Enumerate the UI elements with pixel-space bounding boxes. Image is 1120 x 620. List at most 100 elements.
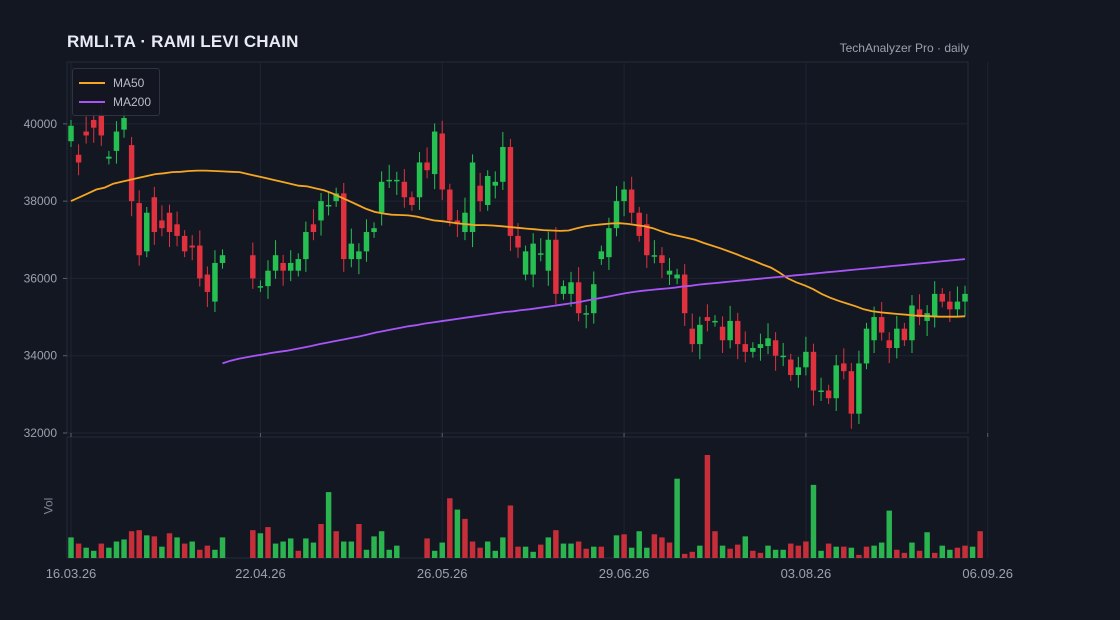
- candle-body: [575, 282, 582, 314]
- ma50-swatch: [79, 81, 105, 84]
- volume-bar: [719, 545, 726, 558]
- volume-bar: [144, 535, 150, 558]
- candle-body: [212, 262, 218, 302]
- candle-body: [871, 317, 877, 341]
- candle-body: [689, 328, 695, 345]
- volume-bar: [772, 549, 779, 558]
- candle-body: [310, 224, 317, 233]
- candle-body: [507, 147, 514, 236]
- volume-bar: [439, 542, 445, 558]
- volume-bar: [757, 552, 764, 558]
- candle-body: [98, 114, 105, 136]
- x-tick-label: 26.05.26: [417, 566, 468, 581]
- volume-bar: [68, 537, 74, 558]
- candle-body: [780, 355, 786, 358]
- candle-body: [810, 351, 817, 391]
- candle-body: [454, 220, 461, 225]
- candle-body: [500, 147, 506, 182]
- candle-body: [909, 305, 915, 341]
- candle-body: [712, 320, 718, 323]
- volume-bar: [621, 534, 627, 558]
- candle-body: [447, 189, 453, 221]
- candle-body: [75, 154, 82, 163]
- volume-bar: [969, 546, 976, 558]
- volume-bar: [704, 455, 711, 558]
- legend-item-ma50: MA50: [79, 73, 151, 92]
- candle-body: [674, 274, 680, 279]
- volume-bar: [128, 531, 135, 558]
- volume-bar: [803, 541, 809, 558]
- volume-bar: [636, 531, 642, 558]
- candle-body: [697, 324, 703, 345]
- candle-body: [621, 189, 627, 202]
- volume-bar: [181, 543, 188, 558]
- candle-body: [939, 293, 945, 302]
- volume-bar: [734, 544, 741, 558]
- chart-title: RMLI.TA · RAMI LEVI CHAIN: [67, 32, 299, 51]
- candle-body: [378, 181, 385, 213]
- volume-bar: [712, 531, 718, 558]
- volume-bar: [659, 537, 665, 558]
- volume-bar: [765, 545, 771, 558]
- candle-body: [386, 179, 392, 182]
- candle-body: [795, 367, 802, 376]
- candle-body: [894, 328, 900, 348]
- x-tick-label: 29.06.26: [599, 566, 650, 581]
- volume-bar: [500, 537, 506, 558]
- volume-bar: [697, 545, 703, 558]
- candle-body: [962, 293, 968, 302]
- candle-body: [197, 245, 203, 279]
- volume-bar: [91, 550, 97, 558]
- volume-bar: [522, 546, 529, 558]
- volume-bar: [666, 542, 673, 558]
- volume-bar: [83, 547, 89, 558]
- candle-body: [401, 181, 408, 198]
- candle-body: [280, 262, 286, 271]
- volume-bar: [356, 524, 362, 558]
- volume-bar: [197, 549, 203, 558]
- candle-body: [651, 255, 658, 257]
- volume-bar: [484, 541, 491, 558]
- candle-body: [272, 255, 279, 271]
- candle-body: [538, 253, 544, 255]
- candle-body: [704, 317, 711, 321]
- volume-bar: [916, 550, 923, 558]
- candle-body: [287, 262, 294, 271]
- candle-body: [750, 347, 756, 352]
- volume-bar: [394, 545, 400, 558]
- volume-bar: [265, 527, 271, 558]
- candle-body: [424, 162, 430, 171]
- volume-bar: [825, 543, 832, 558]
- candle-body: [916, 309, 923, 318]
- candle-body: [469, 162, 476, 233]
- candle-body: [303, 232, 309, 260]
- candle-body: [325, 204, 332, 207]
- volume-bar: [257, 533, 264, 558]
- volume-panel-frame: [66, 436, 969, 559]
- candle-body: [416, 162, 423, 198]
- volume-bar: [151, 536, 158, 558]
- volume-bar: [371, 536, 377, 558]
- candle-body: [166, 212, 173, 233]
- volume-bar: [272, 543, 279, 558]
- volume-bar: [212, 549, 218, 558]
- volume-bar: [871, 545, 877, 558]
- candle-body: [772, 340, 779, 356]
- volume-bar: [727, 548, 733, 558]
- volume-bar: [931, 552, 938, 558]
- volume-bar: [250, 530, 256, 558]
- volume-bar: [977, 531, 983, 558]
- candle-body: [659, 255, 665, 263]
- volume-bar: [295, 550, 302, 558]
- y-tick-label: 40000: [24, 117, 58, 131]
- volume-bar: [507, 505, 514, 558]
- candle-body: [530, 243, 536, 275]
- candle-body: [825, 390, 832, 399]
- volume-bar: [939, 545, 945, 558]
- candle-body: [606, 228, 612, 258]
- candle-body: [901, 328, 908, 341]
- candle-body: [886, 340, 892, 348]
- candle-body: [363, 232, 370, 252]
- legend: MA50 MA200: [72, 68, 161, 116]
- candle-body: [250, 255, 256, 279]
